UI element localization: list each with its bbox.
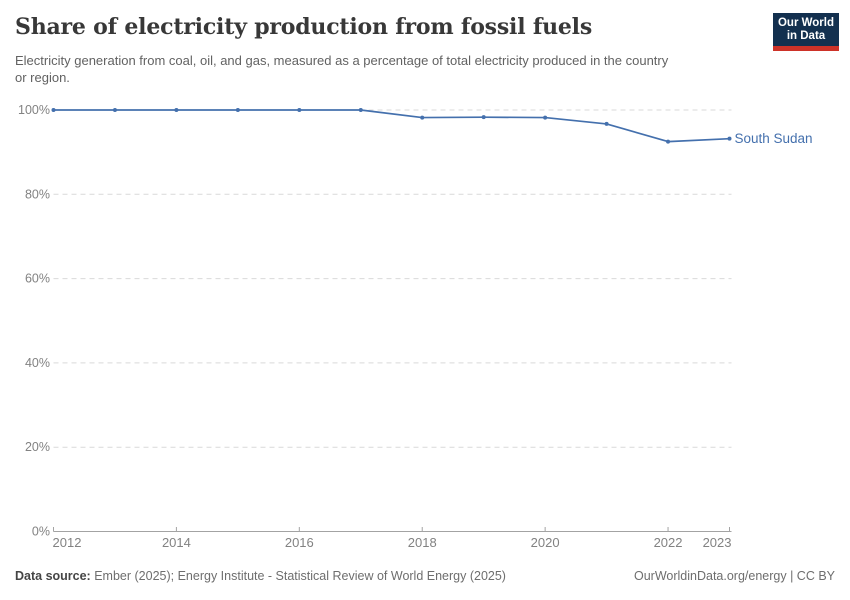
y-tick-label: 100% bbox=[18, 103, 50, 117]
owid-logo[interactable]: Our World in Data bbox=[773, 13, 839, 51]
y-tick-label: 80% bbox=[25, 187, 50, 201]
chart-footer: Data source: Ember (2025); Energy Instit… bbox=[0, 569, 850, 583]
owid-logo-box: Our World in Data bbox=[773, 13, 839, 46]
data-point[interactable] bbox=[727, 136, 732, 141]
x-tick-label: 2023 bbox=[703, 535, 732, 550]
data-point[interactable] bbox=[604, 121, 609, 126]
data-source-text: Ember (2025); Energy Institute - Statist… bbox=[94, 569, 506, 583]
data-line[interactable] bbox=[52, 109, 731, 143]
owid-logo-line1: Our World bbox=[777, 16, 834, 29]
data-point[interactable] bbox=[235, 108, 240, 112]
data-point[interactable] bbox=[543, 115, 548, 120]
license-link[interactable]: OurWorldinData.org/energy | CC BY bbox=[633, 569, 835, 583]
page-subtitle: Electricity generation from coal, oil, a… bbox=[15, 53, 669, 86]
x-tick-label: 2012 bbox=[53, 535, 82, 550]
x-tick-label: 2022 bbox=[654, 535, 683, 550]
data-point[interactable] bbox=[481, 115, 486, 120]
y-tick-label: 20% bbox=[25, 440, 50, 454]
series-label[interactable]: South Sudan bbox=[735, 131, 813, 146]
x-tick-label: 2020 bbox=[531, 535, 560, 550]
data-point[interactable] bbox=[51, 108, 56, 112]
data-point[interactable] bbox=[297, 108, 302, 112]
x-tick-label: 2014 bbox=[162, 535, 191, 550]
data-point[interactable] bbox=[666, 139, 671, 144]
data-point[interactable] bbox=[112, 108, 117, 112]
owid-logo-line2: in Data bbox=[786, 29, 826, 42]
y-tick-label: 40% bbox=[25, 356, 50, 370]
x-tick-label: 2016 bbox=[285, 535, 314, 550]
data-point[interactable] bbox=[358, 108, 363, 112]
y-tick-label: 0% bbox=[32, 525, 50, 539]
owid-logo-red-bar bbox=[773, 46, 839, 51]
data-source-label: Data source: bbox=[15, 569, 91, 583]
page-title: Share of electricity production from fos… bbox=[15, 14, 593, 40]
y-tick-label: 60% bbox=[25, 272, 50, 286]
data-source-note: Data source: Ember (2025); Energy Instit… bbox=[15, 569, 506, 583]
data-point[interactable] bbox=[420, 115, 425, 120]
data-point[interactable] bbox=[174, 108, 179, 112]
x-tick-label: 2018 bbox=[408, 535, 437, 550]
